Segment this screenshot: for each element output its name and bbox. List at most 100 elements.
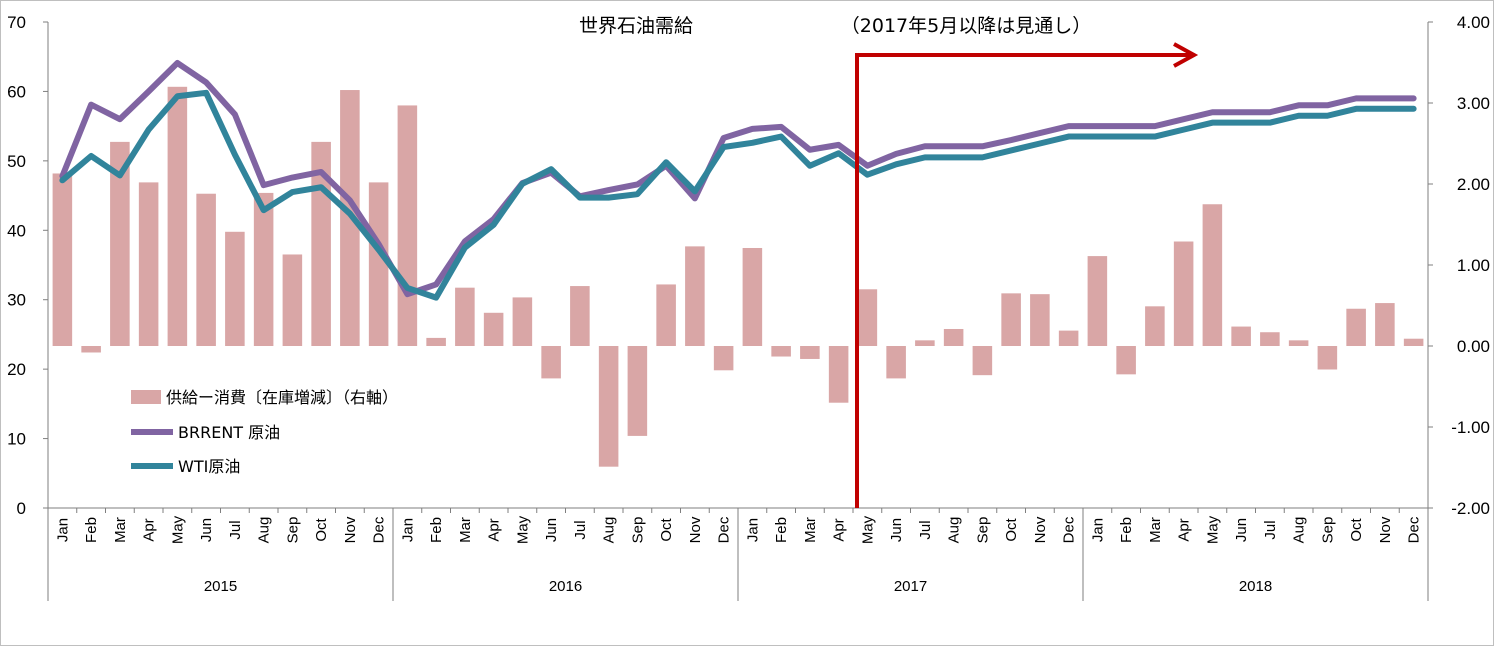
x-axis-month-label: Jul bbox=[1262, 520, 1279, 539]
bar-stock-change bbox=[771, 346, 791, 357]
x-axis-month-label: Jan bbox=[54, 518, 71, 542]
left-axis-tick-label: 70 bbox=[7, 13, 26, 32]
bar-stock-change bbox=[541, 346, 561, 379]
x-axis-month-label: May bbox=[169, 515, 186, 544]
x-axis-month-label: Dec bbox=[1061, 516, 1078, 543]
legend-swatch-stock-change bbox=[131, 390, 161, 404]
x-axis-month-label: Sep bbox=[974, 517, 991, 544]
x-axis-month-label: Apr bbox=[1176, 518, 1193, 541]
x-axis-month-label: Apr bbox=[141, 518, 158, 541]
x-axis-month-label: Sep bbox=[284, 517, 301, 544]
x-axis-month-label: Dec bbox=[371, 516, 388, 543]
bar-stock-change bbox=[512, 297, 533, 346]
x-axis-month-label: Nov bbox=[1032, 516, 1049, 543]
bar-stock-change bbox=[1145, 306, 1165, 346]
x-axis-year-label: 2017 bbox=[894, 578, 927, 595]
x-axis-month-label: Jun bbox=[1233, 518, 1250, 542]
bar-stock-change bbox=[800, 346, 820, 359]
bar-stock-change bbox=[570, 286, 590, 346]
bar-stock-change bbox=[1375, 303, 1395, 346]
x-axis-month-label: Jan bbox=[1089, 518, 1106, 542]
series-line-wti bbox=[59, 89, 1417, 301]
bar-stock-change bbox=[426, 337, 446, 346]
bar-stock-change bbox=[742, 247, 763, 346]
left-axis-tick-label: 10 bbox=[7, 430, 26, 449]
bar-stock-change bbox=[52, 173, 73, 346]
bar-stock-change bbox=[943, 328, 964, 346]
x-axis-month-label: Oct bbox=[658, 518, 675, 542]
bar-stock-change bbox=[282, 254, 303, 346]
bar-stock-change bbox=[110, 141, 130, 346]
bar-stock-change bbox=[1173, 241, 1194, 346]
bar-stock-change bbox=[225, 231, 245, 346]
x-axis-month-label: Nov bbox=[342, 516, 359, 543]
x-axis-month-label: May bbox=[1204, 515, 1221, 544]
x-axis-month-label: Apr bbox=[486, 518, 503, 541]
x-axis-month-label: Feb bbox=[428, 517, 445, 543]
x-axis-month-label: Sep bbox=[629, 517, 646, 544]
bar-stock-change bbox=[483, 312, 504, 346]
bar-stock-change bbox=[167, 86, 188, 347]
right-axis-tick-label: 0.00 bbox=[1457, 337, 1490, 356]
bar-stock-change bbox=[1087, 256, 1108, 346]
x-axis-month-label: Aug bbox=[256, 517, 273, 544]
bar-stock-change bbox=[397, 105, 418, 347]
x-axis-month-label: Jun bbox=[543, 518, 560, 542]
bar-stock-change bbox=[1346, 308, 1366, 346]
right-axis-tick-label: 4.00 bbox=[1457, 13, 1490, 32]
left-axis-tick-label: 30 bbox=[7, 291, 26, 310]
bar-stock-change bbox=[368, 182, 389, 346]
legend-label-wti: WTI原油 bbox=[178, 457, 240, 476]
bar-stock-change bbox=[915, 340, 935, 346]
x-axis-month-label: Feb bbox=[773, 517, 790, 543]
x-axis-month-label: May bbox=[514, 515, 531, 544]
bar-stock-change bbox=[81, 346, 101, 353]
chart-title: 世界石油需給 bbox=[579, 15, 693, 37]
bars-layer bbox=[52, 86, 1424, 467]
bar-stock-change bbox=[713, 346, 734, 371]
forecast-annotation: （2017年5月以降は見通し） bbox=[841, 15, 1091, 37]
left-axis-tick-label: 40 bbox=[7, 221, 26, 240]
bar-stock-change bbox=[1058, 330, 1079, 346]
bar-stock-change bbox=[1317, 346, 1338, 370]
x-axis-month-label: Jul bbox=[227, 520, 244, 539]
bar-stock-change bbox=[656, 284, 676, 346]
bar-stock-change bbox=[857, 289, 878, 346]
bar-stock-change bbox=[196, 193, 216, 346]
x-axis-month-label: Aug bbox=[946, 517, 963, 544]
left-axis-tick-label: 20 bbox=[7, 360, 26, 379]
x-axis-month-label: Aug bbox=[601, 517, 618, 544]
x-axis-year-label: 2018 bbox=[1239, 578, 1272, 595]
x-axis-month-label: Feb bbox=[1118, 517, 1135, 543]
x-axis-month-label: Oct bbox=[1348, 518, 1365, 542]
x-axis-month-label: Sep bbox=[1319, 517, 1336, 544]
left-axis-tick-label: 50 bbox=[7, 152, 26, 171]
series-line-brent bbox=[59, 59, 1417, 298]
left-axis-tick-label: 0 bbox=[17, 499, 26, 518]
bar-stock-change bbox=[685, 246, 705, 346]
bar-stock-change bbox=[972, 346, 993, 376]
x-axis-month-label: Jun bbox=[888, 518, 905, 542]
bar-stock-change bbox=[1403, 338, 1424, 346]
forecast-arrow-head bbox=[1173, 42, 1199, 68]
lines-layer bbox=[59, 59, 1417, 301]
x-axis-month-label: Oct bbox=[313, 518, 330, 542]
bar-stock-change bbox=[1116, 346, 1136, 375]
x-axis-month-label: Nov bbox=[1377, 516, 1394, 543]
bar-stock-change bbox=[1202, 204, 1223, 346]
x-axis-month-label: Mar bbox=[1147, 517, 1164, 543]
x-axis-month-label: Oct bbox=[1003, 518, 1020, 542]
x-axis-year-label: 2015 bbox=[204, 578, 237, 595]
x-axis-month-label: Feb bbox=[83, 517, 100, 543]
bar-stock-change bbox=[598, 346, 619, 467]
legend: 供給ー消費〔在庫増減〕（右軸） BRRENT 原油 WTI原油 bbox=[131, 388, 398, 476]
x-axis-month-label: Jun bbox=[198, 518, 215, 542]
right-axis-tick-label: 2.00 bbox=[1457, 175, 1490, 194]
x-axis-month-label: Dec bbox=[1406, 516, 1423, 543]
x-axis-month-label: Nov bbox=[687, 516, 704, 543]
x-axis-month-label: Mar bbox=[112, 517, 129, 543]
bar-stock-change bbox=[1260, 332, 1280, 346]
bar-stock-change bbox=[1288, 340, 1309, 346]
